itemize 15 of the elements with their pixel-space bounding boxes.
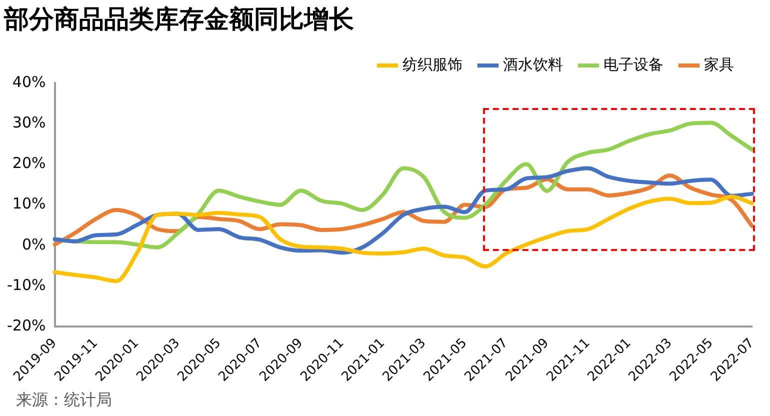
chart-title: 部分商品品类库存金额同比增长 bbox=[3, 4, 354, 34]
legend-label: 酒水饮料 bbox=[503, 55, 563, 74]
y-tick-label: -10% bbox=[6, 276, 46, 294]
y-tick-label: 30% bbox=[12, 113, 46, 132]
y-tick-label: 10% bbox=[12, 194, 46, 213]
legend-label: 纺织服饰 bbox=[402, 55, 462, 74]
legend-label: 电子设备 bbox=[604, 55, 664, 74]
legend-label: 家具 bbox=[704, 55, 734, 74]
line-series bbox=[52, 194, 754, 284]
y-tick-label: 0% bbox=[22, 235, 46, 254]
y-tick-label: 40% bbox=[12, 72, 46, 91]
y-tick-label: -20% bbox=[6, 316, 46, 334]
line-series bbox=[52, 166, 754, 255]
y-tick-label: 20% bbox=[12, 154, 46, 172]
source-note: 来源：统计局 bbox=[16, 390, 112, 409]
